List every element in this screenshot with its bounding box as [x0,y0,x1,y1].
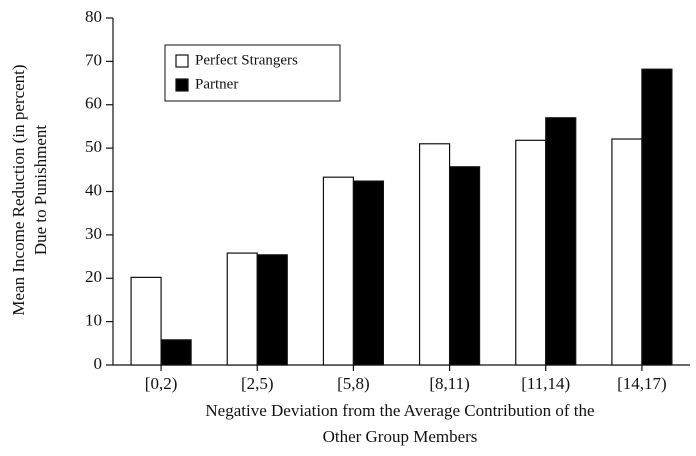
bar [545,117,577,366]
x-tick-label: [8,11) [429,374,469,393]
bar [611,138,643,366]
bar [515,139,547,366]
bar [322,176,355,366]
y-tick-label: 0 [94,354,103,373]
bar [256,254,288,366]
y-tick-label: 70 [85,50,102,69]
x-tick-label: [0,2) [145,374,178,393]
x-tick-label: [14,17) [617,374,667,393]
bar [352,180,385,366]
legend-swatch [175,78,189,92]
bar [448,166,481,366]
y-tick-label: 20 [85,267,102,286]
x-axis-label: Other Group Members [323,427,478,446]
legend-swatch [175,54,189,68]
bar [418,143,451,366]
y-tick-label: 40 [85,180,102,199]
y-tick-label: 50 [85,137,102,156]
bar [160,339,192,366]
legend-label: Perfect Strangers [195,52,298,68]
x-tick-label: [11,14) [521,374,570,393]
legend-label: Partner [195,76,238,92]
x-tick-label: [2,5) [241,374,274,393]
y-tick-label: 10 [85,311,102,330]
legend-box [164,44,341,102]
x-tick-label: [5,8) [337,374,370,393]
y-axis-label: Due to Punishment [31,125,50,256]
bar [641,68,673,366]
y-tick-label: 30 [85,224,102,243]
x-axis-label: Negative Deviation from the Average Cont… [205,401,594,420]
y-axis-label: Mean Income Reduction (in percent) [9,64,28,315]
y-tick-label: 60 [85,94,102,113]
y-tick-label: 80 [85,7,102,26]
bar [226,252,258,366]
bar [130,276,162,366]
